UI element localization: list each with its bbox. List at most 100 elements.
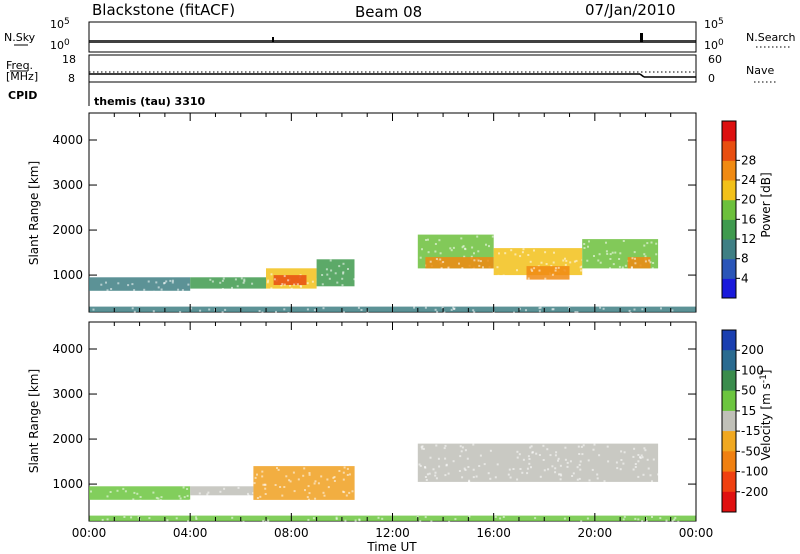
scatter-gap [522, 458, 525, 461]
scatter-gap [509, 476, 512, 479]
scatter-gap [609, 253, 612, 256]
scatter-gap [448, 520, 451, 523]
scatter-gap [607, 460, 610, 463]
scatter-gap [425, 479, 428, 481]
scatter-gap [262, 519, 265, 522]
scatter-gap [147, 280, 150, 283]
scatter-gap [187, 283, 190, 286]
scatter-gap [136, 492, 139, 495]
scatter-gap [649, 474, 652, 477]
cpid-row: CPID themis (tau) 3310 [8, 82, 206, 108]
scatter-gap [467, 466, 470, 468]
scatter-gap [650, 241, 653, 244]
y-tick-label: 1000 [52, 477, 83, 491]
scatter-gap [652, 262, 655, 264]
scatter-gap [459, 445, 462, 448]
colorbar-segment [722, 180, 736, 201]
scatter-gap [593, 255, 595, 257]
scatter-gap [529, 446, 532, 449]
scatter-gap [472, 268, 475, 270]
scatter-gap [181, 289, 184, 292]
scatter-gap [470, 255, 473, 258]
scatter-gap [211, 280, 214, 283]
scatter-gap [452, 460, 455, 463]
y-tick-label: 4000 [52, 133, 83, 147]
scatter-gap [569, 261, 572, 264]
colorbar-segment [722, 121, 736, 142]
scatter-gap [321, 274, 324, 276]
scatter-gap [587, 245, 589, 248]
scatter-gap [285, 475, 288, 478]
scatter-gap [587, 459, 590, 462]
scatter-gap [296, 283, 299, 286]
scatter-gap [262, 483, 265, 486]
scatter-gap [516, 450, 519, 453]
scatter-gap [485, 243, 487, 246]
scatter-gap [574, 311, 577, 313]
scatter-gap [231, 516, 234, 519]
scatter-gap [243, 280, 246, 283]
colorbar-tick-label: -15 [741, 424, 761, 438]
scatter-gap [413, 306, 416, 309]
scatter-gap [553, 251, 555, 254]
scatter-gap [564, 257, 566, 260]
scatter-region [89, 277, 191, 291]
scatter-gap [453, 307, 456, 310]
x-tick-label: 20:00 [578, 526, 613, 540]
scatter-gap [482, 266, 484, 269]
scatter-gap [530, 268, 533, 271]
scatter-gap [649, 261, 652, 264]
cpid-mode: themis (tau) 3310 [94, 95, 206, 108]
scatter-gap [564, 263, 567, 266]
scatter-gap [641, 520, 644, 522]
scatter-gap [290, 287, 293, 290]
scatter-gap [275, 310, 277, 313]
scatter-gap [535, 452, 538, 455]
scatter-gap [562, 259, 565, 262]
scatter-gap [243, 278, 246, 281]
scatter-gap [321, 283, 324, 286]
scatter-gap [545, 263, 548, 265]
colorbar-tick-label: 20 [741, 193, 756, 207]
scatter-gap [322, 307, 325, 310]
scatter-gap [231, 286, 233, 289]
scatter-gap [429, 456, 432, 459]
scatter-gap [637, 454, 640, 456]
scatter-gap [308, 472, 311, 474]
scatter-gap [538, 307, 541, 310]
scatter-gap [634, 262, 637, 265]
colorbar-tick-label: 12 [741, 232, 756, 246]
scatter-gap [461, 476, 464, 479]
scatter-gap [521, 251, 524, 254]
scatter-gap [609, 267, 611, 270]
x-tick-label: 12:00 [375, 526, 410, 540]
scatter-gap [655, 253, 658, 256]
scatter-gap [435, 444, 438, 447]
scatter-gap [538, 454, 541, 456]
scatter-gap [598, 253, 601, 256]
scatter-gap [538, 310, 541, 313]
scatter-gap [283, 486, 286, 488]
noise-left-label: N.Sky [4, 31, 36, 44]
scatter-gap [472, 443, 475, 446]
scatter-gap [157, 286, 160, 289]
colorbar-segment [722, 160, 736, 181]
scatter-gap [152, 491, 155, 494]
scatter-gap [450, 249, 453, 252]
scatter-gap [152, 310, 155, 313]
scatter-gap [306, 496, 309, 499]
scatter-region [89, 486, 191, 500]
scatter-gap [483, 463, 486, 466]
scatter-gap [274, 484, 277, 486]
scatter-gap [328, 277, 331, 280]
scatter-gap [593, 443, 596, 446]
scatter-gap [253, 482, 256, 485]
scatter-gap [631, 257, 634, 260]
scatter-gap [242, 520, 245, 523]
scatter-gap [360, 309, 363, 311]
scatter-gap [514, 253, 517, 256]
scatter-gap [421, 447, 424, 450]
scatter-gap [531, 269, 534, 272]
scatter-gap [341, 277, 344, 280]
scatter-gap [311, 280, 314, 283]
